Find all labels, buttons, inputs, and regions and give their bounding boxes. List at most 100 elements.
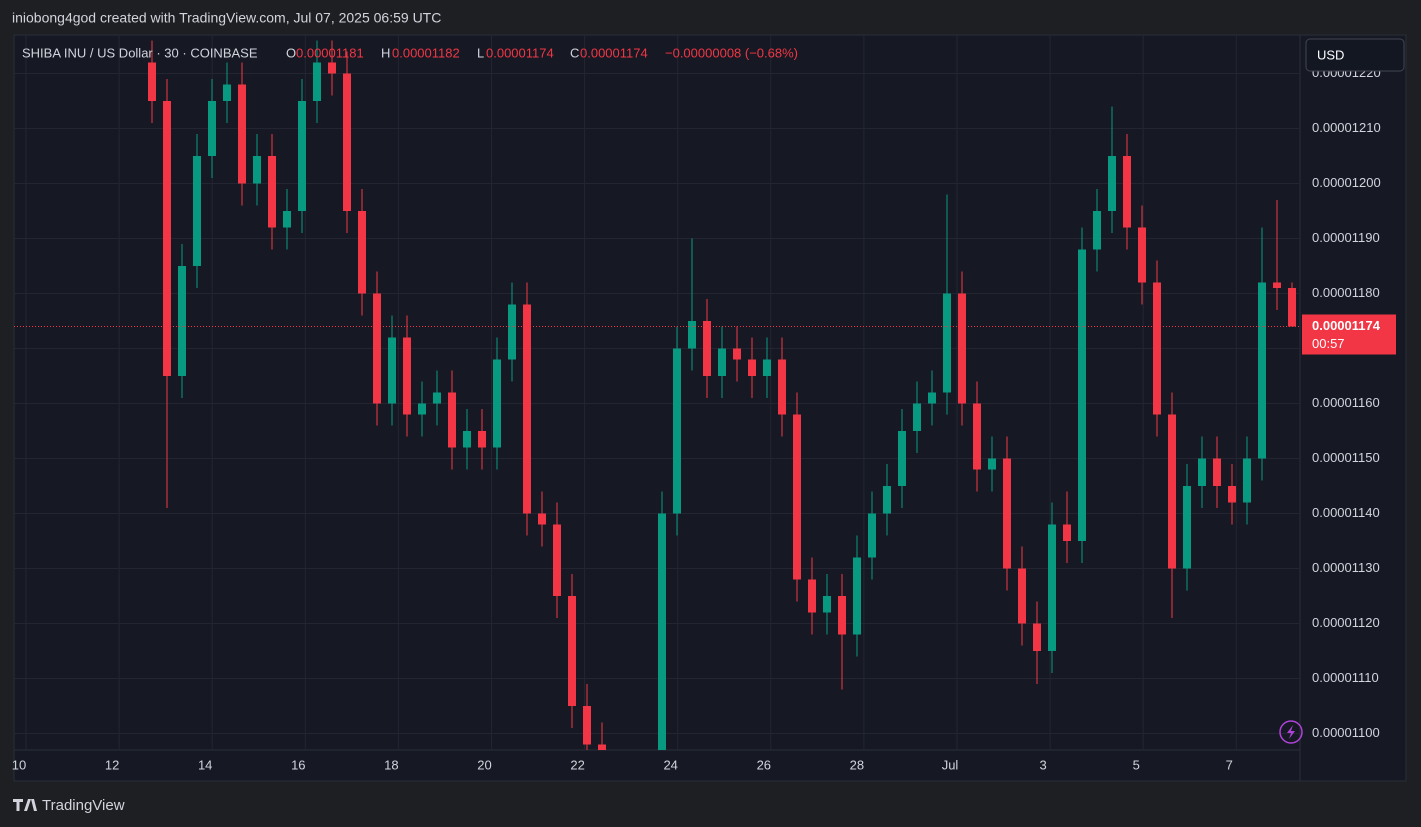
x-tick-label: 5 [1133,757,1140,772]
y-tick-label: 0.00001120 [1312,615,1380,630]
candle-body [463,431,471,448]
candle-body [298,101,306,211]
candle-body [1153,282,1161,415]
x-tick-label: 22 [570,757,584,772]
candle-body [1123,156,1131,228]
candle-body [598,744,606,750]
credit: iniobong4god created with TradingView.co… [12,10,441,26]
x-tick-label: 10 [12,757,26,772]
candle-body [868,513,876,558]
x-tick-label: 7 [1226,757,1233,772]
candle-body [853,557,861,635]
overlay: 0.00001100 0.00001110 0.00001120 0.00001130… [12,65,1396,772]
candle-body [898,431,906,486]
candle-body [748,359,756,376]
candle-body [1078,249,1086,541]
y-tick-label: 0.00001150 [1312,450,1380,465]
countdown: 00:57 [1312,336,1345,351]
candle-body [1003,458,1011,569]
candle-body [448,392,456,448]
y-tick-label: 0.00001100 [1312,725,1380,740]
y-tick-label: 0.00001130 [1312,560,1380,575]
y-tick-label: 0.00001140 [1312,505,1380,520]
candle-body [523,304,531,514]
candle-body [943,293,951,393]
x-tick-label: 24 [663,757,677,772]
x-tick-label: 28 [850,757,864,772]
brand: TradingView [42,797,125,814]
candle-body [1198,458,1206,486]
candle-body [328,62,336,74]
candle-body [973,403,981,470]
c-label: C [570,45,579,60]
candle-body [238,84,246,184]
candle-body [433,392,441,404]
candle-body [808,579,816,613]
lightning-icon[interactable] [1279,720,1303,744]
candle-body [313,62,321,101]
candle-body [583,706,591,745]
change: −0.00000008 (−0.68%) [665,45,798,60]
chart-pane [13,34,1407,782]
candle-body [268,156,276,228]
candle-body [988,458,996,470]
candle-body [493,359,501,448]
y-tick-label: 0.00001160 [1312,395,1380,410]
candle-body [538,513,546,525]
c-value: 0.00001174 [580,45,648,60]
currency[interactable]: USD [1317,47,1344,62]
candle-body [1288,288,1296,327]
lightning-glyph [1287,725,1295,739]
candle-body [793,414,801,580]
y-tick-label: 0.00001190 [1312,230,1380,245]
tv-logo [13,799,37,811]
candle-body [418,403,426,415]
candle-body [1168,414,1176,569]
candle-body [253,156,261,184]
candle-body [193,156,201,266]
candle-body [688,321,696,349]
x-tick-label: 16 [291,757,305,772]
candle-body [763,359,771,376]
candle-body [1258,282,1266,459]
symbol-title: SHIBA INU / US Dollar · 30 · COINBASE [22,45,258,60]
candle-body [913,403,921,431]
candle-body [1138,227,1146,283]
candle-body [148,62,156,101]
candle-body [508,304,516,360]
y-tick-label: 0.00001210 [1312,120,1381,135]
candle-body [1048,524,1056,651]
candle-body [178,266,186,376]
candle-body [1228,486,1236,503]
h-value: 0.00001182 [392,45,460,60]
x-tick-label: 20 [477,757,491,772]
candle-body [1243,458,1251,503]
candle-body [208,101,216,156]
x-tick-label: 14 [198,757,212,772]
candle-body [1273,282,1281,288]
candle-body [823,596,831,613]
candle-body [1018,568,1026,624]
candle-body [958,293,966,404]
l-value: 0.00001174 [486,45,554,60]
candle-body [718,348,726,376]
currency-button[interactable] [1305,38,1405,72]
candle-body [703,321,711,376]
candle-body [1108,156,1116,211]
candle-body [553,524,561,596]
candle-body [358,211,366,294]
x-tick-label: 12 [105,757,119,772]
candle-body [778,359,786,415]
last-price-box [1302,314,1396,355]
candle-body [283,211,291,228]
candle-body [838,596,846,635]
candle-body [478,431,486,448]
x-tick-label: 18 [384,757,398,772]
candle-body [1033,623,1041,651]
candle-body [1063,524,1071,541]
last-price: 0.00001174 [1312,318,1381,333]
x-tick-label: 3 [1039,757,1046,772]
o-label: O [286,45,296,60]
